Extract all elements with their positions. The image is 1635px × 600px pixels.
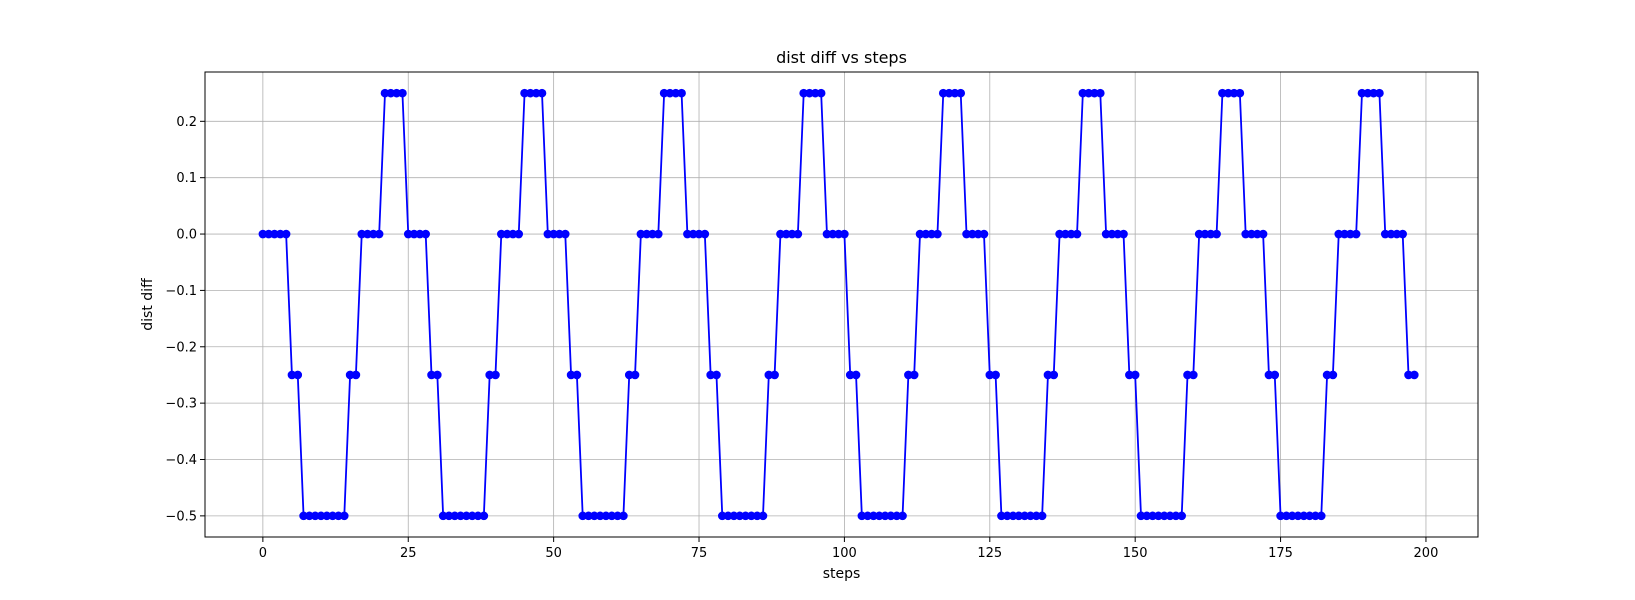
data-point xyxy=(700,229,710,239)
data-point xyxy=(1398,229,1407,239)
data-point xyxy=(1328,370,1338,380)
series-layer xyxy=(258,88,1419,521)
x-tick-label: 175 xyxy=(1268,546,1293,561)
x-tick-label: 50 xyxy=(545,546,562,561)
x-tick-label: 75 xyxy=(691,546,708,561)
data-point xyxy=(654,229,663,239)
data-point xyxy=(677,88,686,98)
data-point xyxy=(840,229,849,239)
data-point xyxy=(1049,370,1059,380)
data-point xyxy=(851,370,861,380)
data-point xyxy=(1375,88,1384,98)
data-point xyxy=(712,370,721,380)
data-point xyxy=(351,370,361,380)
data-point xyxy=(281,229,291,239)
data-point xyxy=(793,229,803,239)
data-point xyxy=(339,511,349,521)
data-point xyxy=(421,229,431,239)
chart-title: dist diff vs steps xyxy=(776,48,907,67)
data-point xyxy=(1316,511,1326,521)
y-tick-label: −0.4 xyxy=(165,453,197,468)
data-point xyxy=(1235,88,1245,98)
data-point xyxy=(898,511,907,521)
grid xyxy=(205,72,1478,537)
y-tick-label: 0.0 xyxy=(176,228,197,243)
y-tick-label: −0.1 xyxy=(165,284,197,299)
y-axis-label: dist diff xyxy=(140,278,156,331)
data-point xyxy=(560,229,570,239)
data-point xyxy=(479,511,489,521)
data-point xyxy=(293,370,303,380)
x-tick-label: 100 xyxy=(832,546,857,561)
data-point xyxy=(1177,511,1186,521)
data-point xyxy=(770,370,779,380)
x-tick-label: 150 xyxy=(1123,546,1148,561)
data-point xyxy=(1189,370,1198,380)
data-point xyxy=(619,511,628,521)
x-tick-label: 125 xyxy=(977,546,1002,561)
data-point xyxy=(909,370,919,380)
data-point xyxy=(1351,229,1361,239)
data-point xyxy=(991,370,1000,380)
ticks: 0 25 50 75 100 125 150 175 200 0.2 0.1 0.0 −0.1 −0.2 −… xyxy=(165,115,1438,561)
plot-frame xyxy=(204,71,1479,538)
data-point xyxy=(491,370,500,380)
data-point xyxy=(433,370,442,380)
data-point xyxy=(374,229,384,239)
data-point xyxy=(1072,229,1082,239)
y-tick-label: 0.2 xyxy=(176,115,197,130)
data-point xyxy=(816,88,826,98)
x-axis-label: steps xyxy=(823,566,861,582)
data-point xyxy=(979,229,989,239)
data-point xyxy=(758,511,768,521)
data-point xyxy=(1037,511,1047,521)
x-tick-label: 200 xyxy=(1414,546,1439,561)
data-point xyxy=(514,229,524,239)
y-tick-label: 0.1 xyxy=(176,171,197,186)
data-point xyxy=(1119,229,1128,239)
data-point xyxy=(956,88,966,98)
x-tick-label: 25 xyxy=(400,546,417,561)
data-point xyxy=(1410,370,1419,380)
data-point xyxy=(1258,229,1268,239)
data-point xyxy=(1130,370,1140,380)
y-tick-label: −0.5 xyxy=(165,509,197,524)
data-point xyxy=(1212,229,1221,239)
data-point xyxy=(1270,370,1280,380)
y-tick-label: −0.3 xyxy=(165,397,197,412)
data-point xyxy=(398,88,407,98)
y-tick-label: −0.2 xyxy=(165,340,197,355)
data-point xyxy=(1095,88,1105,98)
x-tick-label: 0 xyxy=(259,546,267,561)
data-point xyxy=(630,370,640,380)
data-point xyxy=(537,88,547,98)
data-point xyxy=(933,229,942,239)
data-point xyxy=(572,370,582,380)
